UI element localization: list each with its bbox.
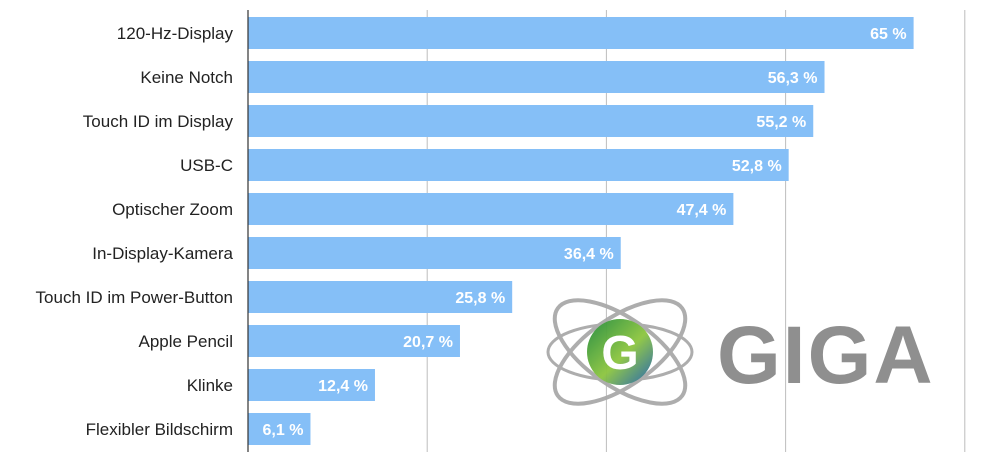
bar [248,369,375,401]
value-label: 20,7 % [403,334,453,351]
bar [248,61,825,93]
category-label: Touch ID im Display [83,112,234,131]
bar [248,17,914,49]
logo-wordmark: GIGA [717,310,935,401]
value-label: 47,4 % [677,202,727,219]
bar [248,193,734,225]
logo-emblem [587,319,653,385]
bar [248,325,460,357]
category-label: Optischer Zoom [112,200,233,219]
value-labels: 65 % 56,3 % 55,2 % 52,8 % 47,4 % 36,4 % 25,8 %… [263,26,907,439]
bar [248,149,789,181]
bar [248,237,621,269]
category-label: Klinke [187,376,233,395]
value-label: 25,8 % [455,290,505,307]
bar [248,281,513,313]
category-label: USB-C [180,156,233,175]
bar [248,105,814,137]
value-label: 12,4 % [318,378,368,395]
value-label: 65 % [870,26,906,43]
value-label: 56,3 % [768,70,818,87]
logo-emblem-letter: G [601,327,638,380]
value-label: 36,4 % [564,246,614,263]
category-label: Apple Pencil [138,332,233,351]
category-label: Flexibler Bildschirm [86,420,233,439]
giga-watermark-logo: G GIGA [546,298,935,406]
category-label: Keine Notch [140,68,233,87]
value-label: 55,2 % [756,114,806,131]
category-label: 120-Hz-Display [117,24,234,43]
bar [248,413,311,445]
category-label: In-Display-Kamera [92,244,233,263]
value-label: 52,8 % [732,158,782,175]
value-label: 6,1 % [263,422,304,439]
bars [248,17,914,445]
category-label: Touch ID im Power-Button [36,288,233,307]
category-labels: 120-Hz-Display Keine Notch Touch ID im Dis… [36,24,234,439]
